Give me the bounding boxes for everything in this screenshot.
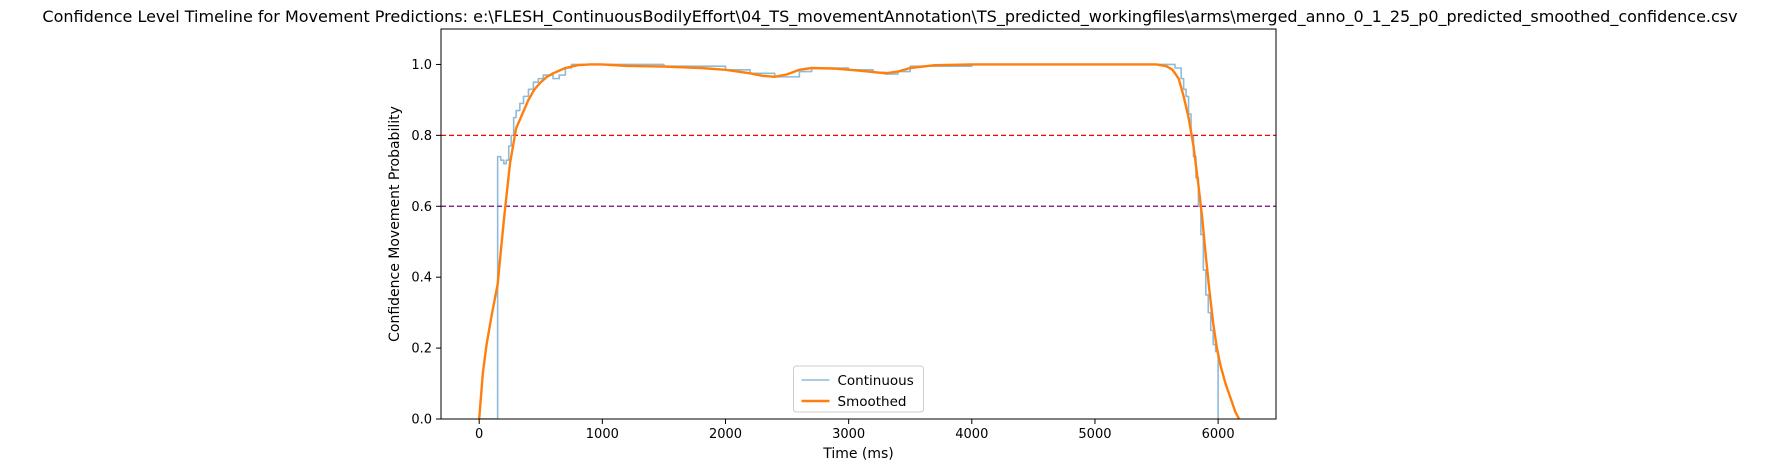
reference-lines [441,134,1276,207]
x-axis: 0 1000 2000 3000 4000 5000 6000 [475,419,1235,442]
x-tick-label: 3000 [832,427,865,442]
y-tick-label: 0.8 [411,129,432,144]
y-axis-label: Confidence Movement Probability [387,106,403,342]
x-tick-label: 1000 [586,427,619,442]
x-tick-label: 6000 [1202,427,1235,442]
legend-label-continuous: Continuous [838,373,914,389]
y-tick-label: 1.0 [411,58,432,73]
y-axis: 0.0 0.2 0.4 0.6 0.8 1.0 [411,58,441,428]
legend-label-smoothed: Smoothed [838,394,907,410]
series-line-smoothed [477,63,1241,419]
y-tick-label: 0.6 [411,200,432,215]
series-line-continuous [479,63,1219,419]
x-tick-label: 0 [475,427,483,442]
chart-title: Confidence Level Timeline for Movement P… [42,7,1737,27]
x-tick-label: 2000 [709,427,742,442]
x-axis-label: Time (ms) [822,446,894,462]
plot-area-frame [440,28,1277,420]
x-tick-label: 5000 [1078,427,1111,442]
y-tick-label: 0.2 [411,342,432,357]
x-tick-label: 4000 [955,427,988,442]
y-tick-label: 0.0 [411,413,432,428]
legend: Continuous Smoothed [793,365,924,413]
y-tick-label: 0.4 [411,271,432,286]
series-layer [477,63,1241,419]
